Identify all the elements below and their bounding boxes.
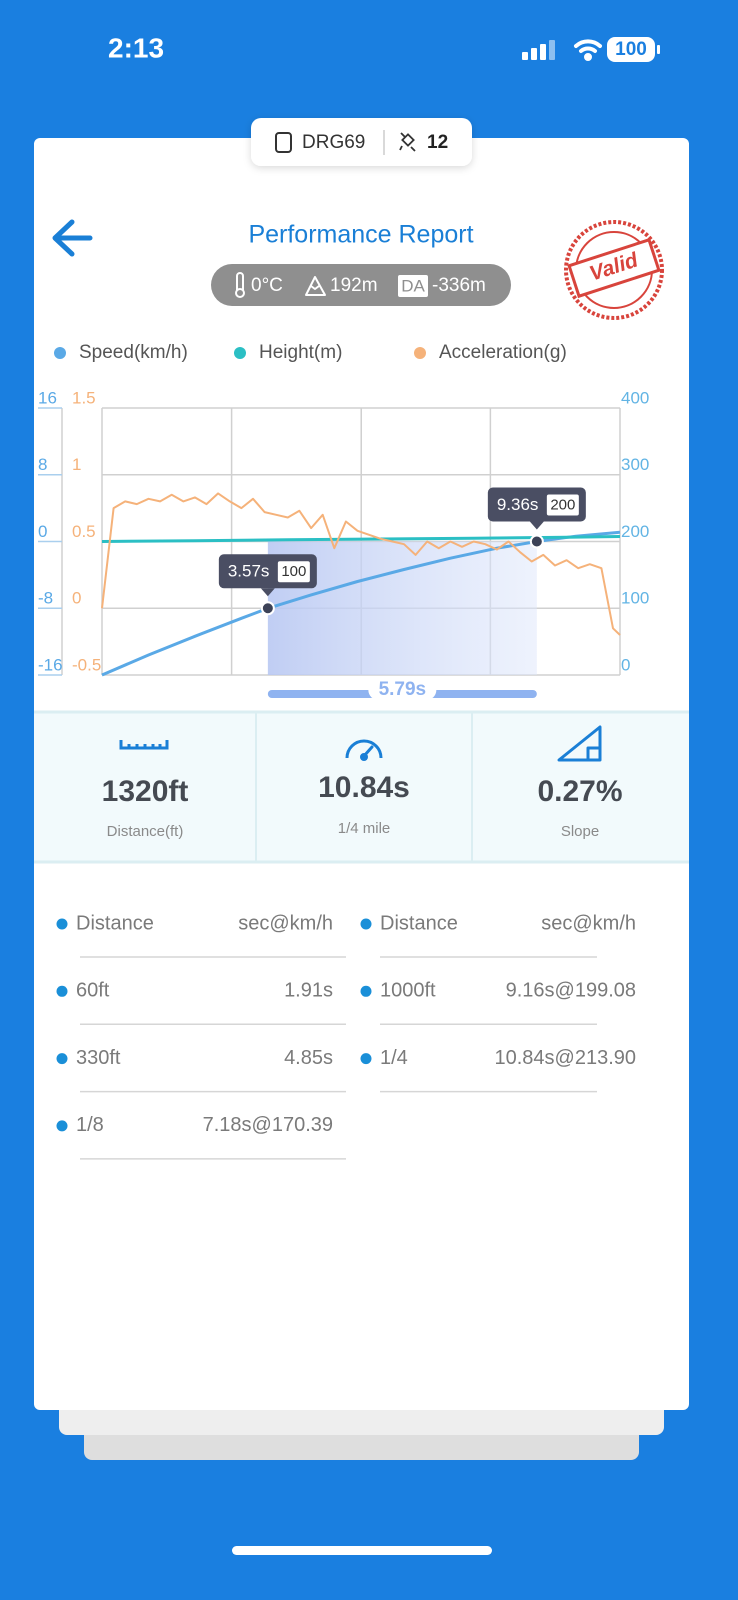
tooltip-time: 3.57s <box>228 562 270 581</box>
legend-dot <box>54 347 66 359</box>
tooltip-pointer <box>260 588 275 597</box>
row-label: 1/4 <box>380 1047 408 1069</box>
row-dot <box>360 1053 372 1065</box>
y-tick-label: 0 <box>72 589 81 608</box>
y-tick-label: 1.5 <box>72 388 96 407</box>
da-badge <box>398 275 428 297</box>
marker-dot <box>529 534 544 549</box>
row-dot <box>56 1120 68 1132</box>
da-badge-text: DA <box>401 276 425 295</box>
row-dot <box>56 985 68 997</box>
y-tick-label: 300 <box>621 455 649 474</box>
y-tick-label: 0.5 <box>72 522 96 541</box>
y-tick-label: 16 <box>38 388 57 407</box>
y-tick-label: 200 <box>621 522 649 541</box>
stat-value: 1320ft <box>102 775 189 808</box>
y-tick-label: 0 <box>38 522 47 541</box>
y-tick-label: 0 <box>621 655 630 674</box>
wifi-icon <box>574 39 602 61</box>
signal-icon <box>522 40 555 60</box>
y-tick-label: 1 <box>72 455 81 474</box>
slope-icon <box>557 725 602 762</box>
row-value: 9.16s@199.08 <box>506 980 636 1002</box>
speedometer-icon <box>345 739 383 761</box>
conditions-pill <box>211 264 511 306</box>
altitude: 192m <box>330 275 378 296</box>
temperature: 0°C <box>251 275 283 296</box>
legend-dot <box>414 347 426 359</box>
device-pill[interactable] <box>251 118 472 166</box>
satellite-count: 12 <box>427 132 448 153</box>
row-dot <box>56 918 68 930</box>
stats-panel <box>34 712 689 862</box>
row-label: 1/8 <box>76 1114 104 1136</box>
page-title: Performance Report <box>248 221 473 249</box>
y-tick-label: -16 <box>38 655 63 674</box>
stat-value: 0.27% <box>537 775 622 808</box>
home-indicator <box>232 1546 492 1555</box>
ruler-icon <box>119 740 169 750</box>
legend-label: Height(m) <box>259 342 342 363</box>
device-icon <box>275 132 292 153</box>
thermometer-icon <box>235 272 245 298</box>
series-line <box>101 492 621 636</box>
valid-stamp: Valid <box>564 220 664 320</box>
device-name: DRG69 <box>302 132 365 153</box>
battery-level: 100 <box>615 39 647 60</box>
tooltip-value-bg <box>546 494 579 516</box>
row-value: 4.85s <box>284 1047 333 1069</box>
column-header: sec@km/h <box>541 912 636 934</box>
legend-label: Acceleration(g) <box>439 342 567 363</box>
row-label: 60ft <box>76 980 110 1002</box>
y-tick-label: 100 <box>621 589 649 608</box>
tooltip-pointer <box>529 521 544 530</box>
satellite-icon <box>399 132 416 152</box>
battery-icon <box>607 37 655 62</box>
y-tick-label: 8 <box>38 455 47 474</box>
tooltip-value: 100 <box>281 563 306 580</box>
interval-label: 5.79s <box>379 679 427 700</box>
row-value: 1.91s <box>284 980 333 1002</box>
column-header: Distance <box>76 912 154 934</box>
legend-label: Speed(km/h) <box>79 342 188 363</box>
battery-tip <box>657 45 660 54</box>
tooltip-value-bg <box>277 561 310 583</box>
column-header: sec@km/h <box>238 912 333 934</box>
clock: 2:13 <box>108 32 164 63</box>
tooltip-time: 9.36s <box>497 495 539 514</box>
y-tick-label: -0.5 <box>72 655 101 674</box>
y-tick-label: -8 <box>38 589 53 608</box>
row-value: 10.84s@213.90 <box>494 1047 636 1069</box>
stat-label: Distance(ft) <box>107 823 184 840</box>
legend-dot <box>234 347 246 359</box>
row-dot <box>360 985 372 997</box>
row-label: 1000ft <box>380 980 436 1002</box>
y-tick-label: 400 <box>621 388 649 407</box>
stat-label: 1/4 mile <box>338 820 391 837</box>
marker-dot <box>260 601 275 616</box>
back-button[interactable] <box>52 219 93 257</box>
interval-label-bg <box>368 680 437 700</box>
altitude-icon <box>305 276 326 296</box>
density-altitude: -336m <box>432 275 486 296</box>
row-label: 330ft <box>76 1047 121 1069</box>
row-dot <box>56 1053 68 1065</box>
row-value: 7.18s@170.39 <box>203 1114 333 1136</box>
stat-value: 10.84s <box>318 771 410 804</box>
column-header: Distance <box>380 912 458 934</box>
tooltip-value: 200 <box>550 496 575 513</box>
row-dot <box>360 918 372 930</box>
stat-label: Slope <box>561 823 599 840</box>
